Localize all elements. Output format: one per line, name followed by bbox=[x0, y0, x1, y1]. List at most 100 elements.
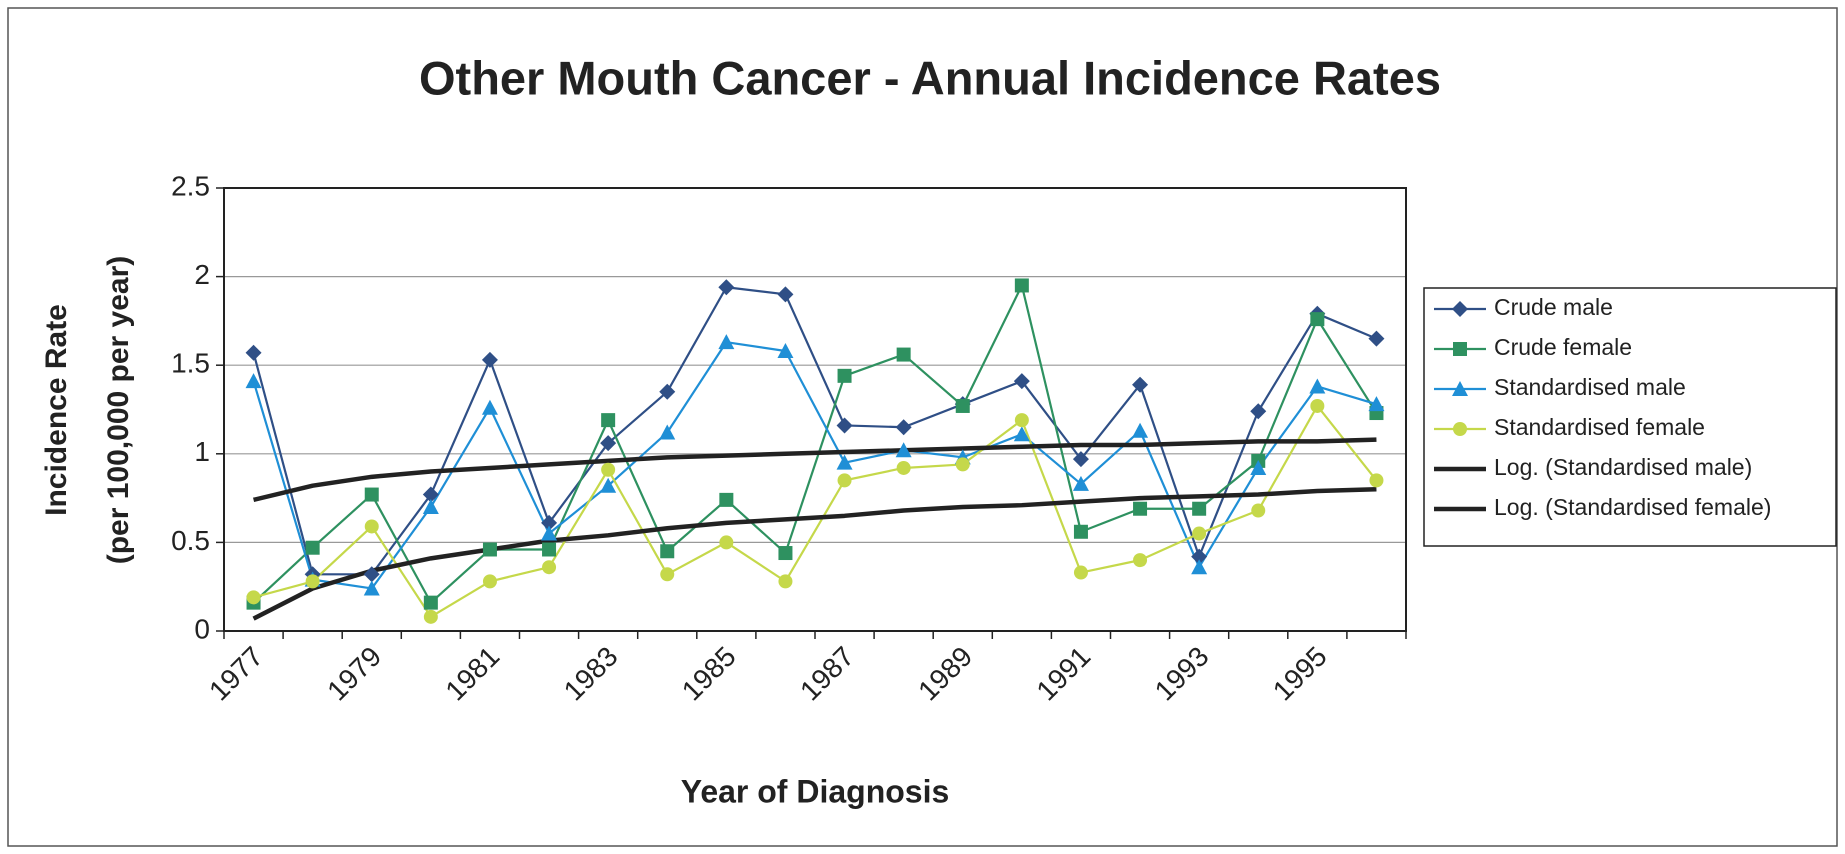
marker-diamond bbox=[363, 566, 380, 583]
marker-diamond bbox=[481, 351, 498, 368]
legend-box bbox=[1423, 287, 1837, 547]
y-tick-label: 2 bbox=[194, 259, 210, 290]
legend-label: Standardised male bbox=[1494, 374, 1686, 400]
legend-label: Log. (Standardised female) bbox=[1494, 494, 1771, 520]
marker-circle bbox=[837, 473, 852, 488]
marker-circle bbox=[1369, 473, 1384, 488]
marker-triangle bbox=[600, 477, 617, 493]
marker-triangle bbox=[245, 373, 262, 389]
marker-diamond bbox=[541, 514, 558, 531]
marker-triangle bbox=[363, 580, 380, 596]
series-line bbox=[252, 341, 1377, 590]
marker-square bbox=[601, 413, 616, 428]
y-tick-label: 2.5 bbox=[171, 170, 210, 201]
y-tick-label: 1.5 bbox=[171, 348, 210, 379]
marker-triangle bbox=[422, 498, 439, 514]
series-line bbox=[253, 404, 1378, 618]
marker-triangle bbox=[1072, 475, 1089, 491]
marker-circle bbox=[542, 560, 557, 575]
marker-diamond bbox=[659, 383, 676, 400]
marker-triangle bbox=[895, 442, 912, 458]
y-axis-label: Incidence Rate bbox=[40, 304, 73, 516]
marker-circle bbox=[364, 519, 379, 534]
marker-square bbox=[1310, 312, 1325, 327]
marker-circle bbox=[896, 460, 911, 475]
marker-circle bbox=[1014, 413, 1029, 428]
marker-square bbox=[482, 542, 497, 557]
marker-triangle bbox=[718, 334, 735, 350]
marker-circle bbox=[1073, 565, 1088, 580]
marker-diamond bbox=[422, 486, 439, 503]
marker-triangle bbox=[481, 399, 498, 415]
marker-circle bbox=[601, 462, 616, 477]
marker-square bbox=[719, 492, 734, 507]
series-line bbox=[252, 284, 1378, 604]
marker-square bbox=[1453, 342, 1467, 356]
marker-triangle bbox=[1452, 381, 1468, 396]
marker-diamond bbox=[1013, 373, 1030, 390]
marker-triangle bbox=[1013, 426, 1030, 442]
marker-diamond bbox=[836, 417, 853, 434]
y-tick-label: 1 bbox=[194, 436, 210, 467]
marker-diamond bbox=[245, 344, 262, 361]
marker-triangle bbox=[541, 525, 558, 541]
marker-diamond bbox=[1132, 376, 1149, 393]
marker-diamond bbox=[718, 279, 735, 296]
legend-label: Log. (Standardised male) bbox=[1494, 454, 1752, 480]
y-axis-label-sub: (per 100,000 per year) bbox=[102, 256, 135, 565]
marker-circle bbox=[482, 574, 497, 589]
marker-circle bbox=[1453, 422, 1467, 436]
marker-square bbox=[660, 544, 675, 559]
marker-square bbox=[1133, 501, 1148, 516]
marker-circle bbox=[1192, 526, 1207, 541]
marker-square bbox=[837, 368, 852, 383]
marker-circle bbox=[955, 457, 970, 472]
marker-circle bbox=[1310, 398, 1325, 413]
marker-diamond bbox=[1250, 403, 1267, 420]
marker-square bbox=[305, 540, 320, 555]
marker-circle bbox=[719, 535, 734, 550]
marker-circle bbox=[1251, 503, 1266, 518]
marker-diamond bbox=[1368, 330, 1385, 347]
marker-square bbox=[542, 542, 557, 557]
marker-diamond bbox=[1452, 301, 1468, 317]
marker-circle bbox=[778, 574, 793, 589]
legend-label: Crude female bbox=[1494, 334, 1632, 360]
marker-square bbox=[955, 398, 970, 413]
trend-line bbox=[253, 437, 1377, 503]
marker-triangle bbox=[1191, 559, 1208, 575]
marker-triangle bbox=[1309, 378, 1326, 394]
marker-triangle bbox=[659, 424, 676, 440]
marker-square bbox=[423, 595, 438, 610]
legend-label: Crude male bbox=[1494, 294, 1613, 320]
marker-square bbox=[1014, 278, 1029, 293]
marker-diamond bbox=[600, 435, 617, 452]
marker-circle bbox=[1133, 553, 1148, 568]
marker-square bbox=[1192, 501, 1207, 516]
marker-square bbox=[896, 347, 911, 362]
marker-triangle bbox=[1368, 396, 1385, 412]
marker-circle bbox=[246, 590, 261, 605]
marker-circle bbox=[305, 574, 320, 589]
marker-circle bbox=[660, 567, 675, 582]
marker-triangle bbox=[777, 343, 794, 359]
x-axis-label: Year of Diagnosis bbox=[681, 773, 950, 809]
marker-diamond bbox=[895, 419, 912, 436]
legend-label: Standardised female bbox=[1494, 414, 1705, 440]
marker-triangle bbox=[836, 454, 853, 470]
plot-area bbox=[224, 188, 1406, 631]
marker-diamond bbox=[777, 286, 794, 303]
marker-diamond bbox=[1191, 548, 1208, 565]
y-tick-label: 0 bbox=[194, 613, 210, 644]
marker-circle bbox=[423, 609, 438, 624]
trend-line bbox=[252, 486, 1377, 621]
chart-title: Other Mouth Cancer - Annual Incidence Ra… bbox=[419, 51, 1441, 104]
marker-square bbox=[364, 487, 379, 502]
marker-triangle bbox=[1250, 459, 1267, 475]
marker-square bbox=[778, 546, 793, 561]
marker-diamond bbox=[1072, 451, 1089, 468]
marker-square bbox=[1073, 524, 1088, 539]
y-tick-label: 0.5 bbox=[171, 525, 210, 556]
marker-triangle bbox=[1132, 422, 1149, 438]
